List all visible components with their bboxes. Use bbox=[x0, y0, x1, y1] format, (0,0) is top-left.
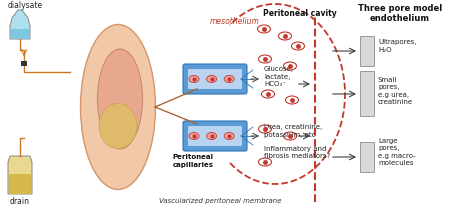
Polygon shape bbox=[11, 29, 29, 39]
Ellipse shape bbox=[258, 125, 272, 133]
Ellipse shape bbox=[279, 32, 292, 40]
Ellipse shape bbox=[98, 49, 143, 149]
Text: drain: drain bbox=[10, 197, 30, 206]
Text: Small
pores,
e.g urea,
creatinine: Small pores, e.g urea, creatinine bbox=[378, 77, 413, 105]
Text: mesothelium: mesothelium bbox=[210, 17, 260, 26]
Text: dialysate: dialysate bbox=[8, 1, 43, 10]
FancyBboxPatch shape bbox=[188, 69, 242, 89]
Polygon shape bbox=[10, 10, 30, 39]
FancyBboxPatch shape bbox=[188, 126, 242, 146]
Ellipse shape bbox=[257, 25, 271, 33]
Ellipse shape bbox=[262, 90, 274, 98]
Ellipse shape bbox=[285, 96, 299, 104]
FancyBboxPatch shape bbox=[21, 61, 27, 66]
Text: Vascularized peritoneal membrane: Vascularized peritoneal membrane bbox=[159, 198, 281, 204]
Text: Urea, creatinine,
potassium, etc: Urea, creatinine, potassium, etc bbox=[264, 124, 322, 138]
FancyBboxPatch shape bbox=[360, 71, 374, 116]
Ellipse shape bbox=[283, 132, 297, 140]
Polygon shape bbox=[9, 174, 31, 194]
Ellipse shape bbox=[258, 55, 272, 63]
FancyBboxPatch shape bbox=[183, 64, 247, 94]
Text: Inflammatory and
fibrosis mediators?: Inflammatory and fibrosis mediators? bbox=[264, 146, 330, 159]
Text: Peritoneal cavity: Peritoneal cavity bbox=[263, 9, 337, 18]
Ellipse shape bbox=[81, 24, 155, 190]
Ellipse shape bbox=[189, 76, 199, 83]
Ellipse shape bbox=[189, 132, 199, 140]
Text: Three pore model: Three pore model bbox=[358, 4, 442, 13]
FancyBboxPatch shape bbox=[360, 36, 374, 66]
Text: endothelium: endothelium bbox=[370, 14, 430, 23]
Polygon shape bbox=[8, 156, 32, 194]
Ellipse shape bbox=[258, 158, 272, 166]
Text: Glucose,
lactate,
HCO₃⁻: Glucose, lactate, HCO₃⁻ bbox=[264, 66, 294, 87]
Text: Large
pores,
e.g macro-
molecules: Large pores, e.g macro- molecules bbox=[378, 138, 416, 166]
Ellipse shape bbox=[207, 76, 217, 83]
Ellipse shape bbox=[99, 104, 137, 149]
Ellipse shape bbox=[224, 76, 234, 83]
Ellipse shape bbox=[283, 62, 297, 70]
Ellipse shape bbox=[207, 132, 217, 140]
FancyBboxPatch shape bbox=[360, 142, 374, 172]
Text: Peritoneal
capillaries: Peritoneal capillaries bbox=[173, 154, 213, 168]
Ellipse shape bbox=[224, 132, 234, 140]
Text: Ultrapores,
H₂O: Ultrapores, H₂O bbox=[378, 39, 417, 53]
Ellipse shape bbox=[292, 42, 304, 50]
FancyBboxPatch shape bbox=[183, 121, 247, 151]
